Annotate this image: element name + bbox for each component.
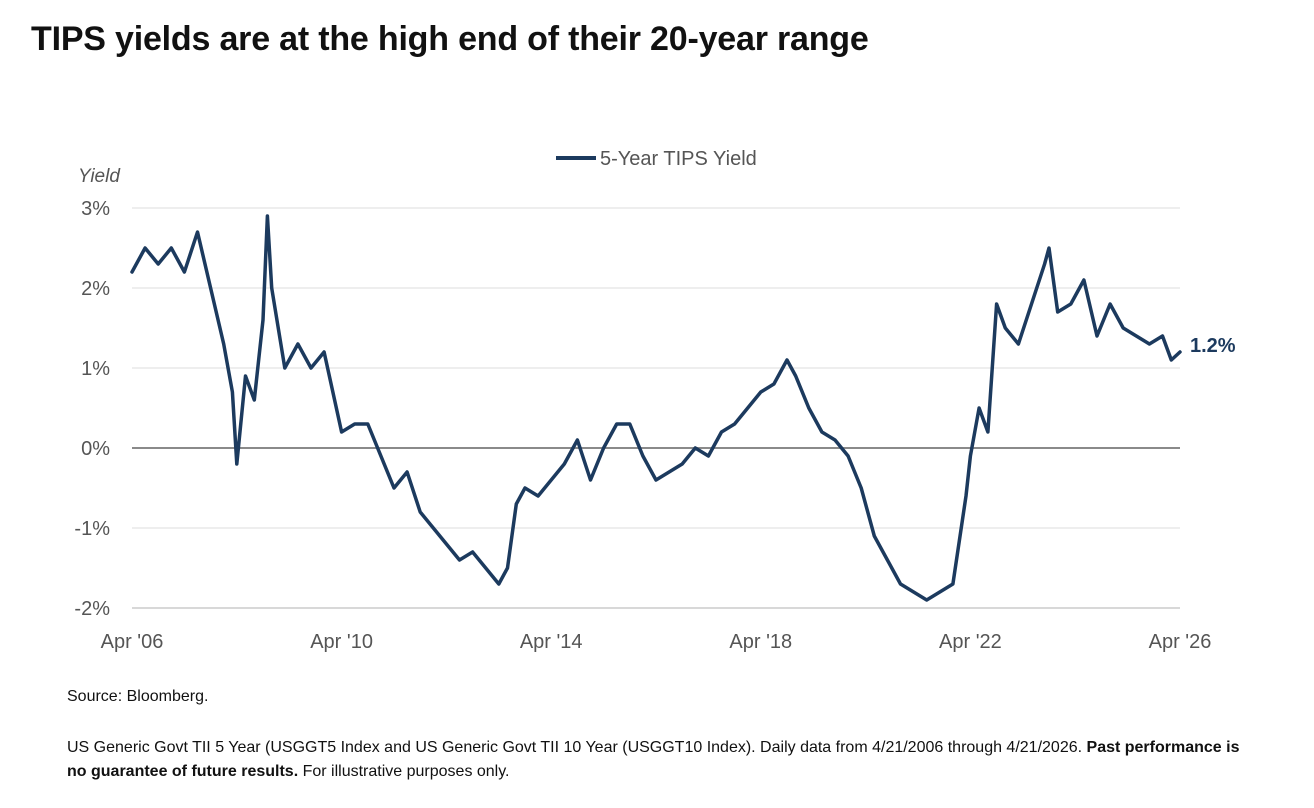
x-tick-label: Apr '18 xyxy=(729,631,792,653)
x-tick-label: Apr '14 xyxy=(520,631,583,653)
y-tick-label: 3% xyxy=(81,198,110,220)
y-tick-label: 0% xyxy=(81,438,110,460)
x-tick-label: Apr '26 xyxy=(1149,631,1212,653)
legend-label: 5-Year TIPS Yield xyxy=(600,148,757,170)
series-layer: 1.2% xyxy=(130,214,1236,602)
line-chart: 3% 2% 1% 0% -1% -2% Apr '06 Apr '10 Apr '14 Apr '… xyxy=(74,148,1236,653)
x-tick-label: Apr '10 xyxy=(310,631,373,653)
footnote-text: US Generic Govt TII 5 Year (USGGT5 Index… xyxy=(67,739,1083,756)
grid-lines xyxy=(132,207,1180,609)
footnote-disclaimer: Past performance is no guarantee of futu… xyxy=(67,739,1240,780)
footnote: US Generic Govt TII 5 Year (USGGT5 Index… xyxy=(67,736,1247,784)
y-tick-label: -2% xyxy=(74,598,110,620)
axes: 3% 2% 1% 0% -1% -2% Apr '06 Apr '10 Apr '14 Apr '… xyxy=(74,198,1211,653)
y-tick-label: 2% xyxy=(81,278,110,300)
source-note: Source: Bloomberg. xyxy=(67,688,209,705)
series-line xyxy=(130,214,1182,602)
x-tick-label: Apr '06 xyxy=(101,631,164,653)
page-title: TIPS yields are at the high end of their… xyxy=(31,20,869,58)
end-value-label: 1.2% xyxy=(1190,335,1236,357)
y-tick-label: 1% xyxy=(81,358,110,380)
y-tick-label: -1% xyxy=(74,518,110,540)
footnote-tail: For illustrative purposes only. xyxy=(302,763,510,780)
legend[interactable]: 5-Year TIPS Yield xyxy=(556,148,757,170)
x-tick-label: Apr '22 xyxy=(939,631,1002,653)
y-axis-label: Yield xyxy=(78,166,121,187)
